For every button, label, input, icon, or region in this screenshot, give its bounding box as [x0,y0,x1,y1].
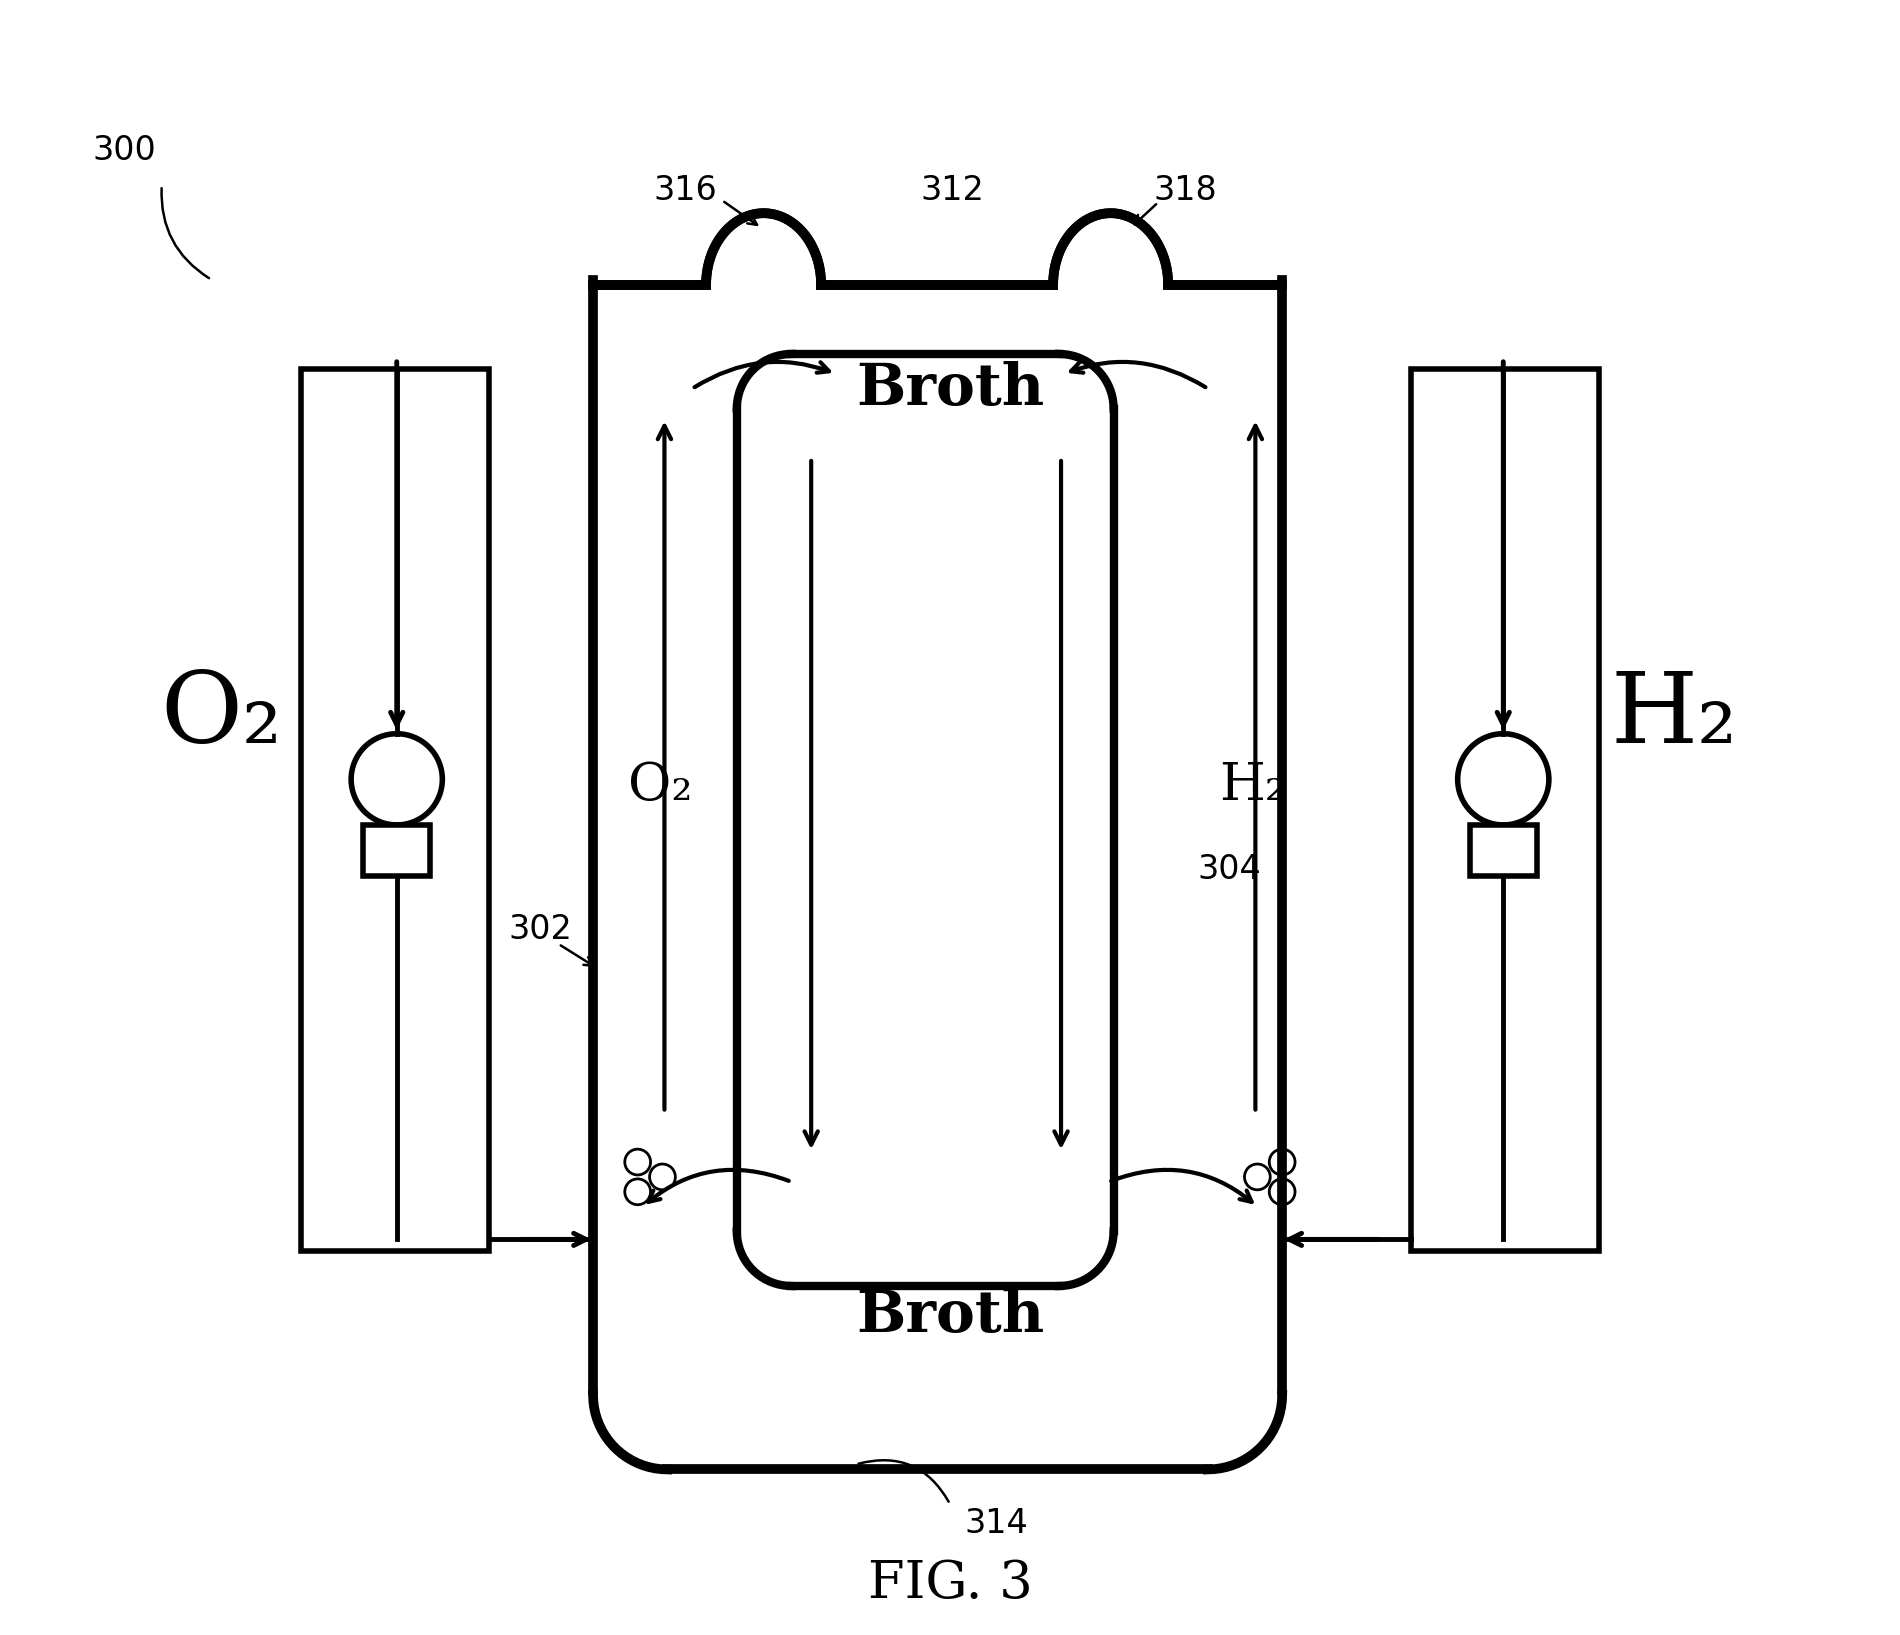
Text: 302: 302 [509,912,572,945]
Bar [300,370,488,1251]
Text: H₂: H₂ [1609,669,1737,764]
Text: O₂: O₂ [160,669,283,764]
Text: Broth: Broth [855,1288,1045,1344]
Text: 316: 316 [654,173,716,208]
Text: FIG. 3: FIG. 3 [868,1558,1032,1609]
Text: H₂: H₂ [1220,760,1286,811]
Text: 304: 304 [1197,853,1262,886]
Text: 300: 300 [93,134,156,167]
Bar [1469,826,1537,876]
Bar [1412,370,1600,1251]
Text: O₂: O₂ [629,760,693,811]
Text: 312: 312 [920,173,984,208]
Text: Broth: Broth [855,361,1045,417]
Bar [363,826,431,876]
Text: 318: 318 [1153,173,1216,208]
Text: 314: 314 [965,1507,1028,1540]
